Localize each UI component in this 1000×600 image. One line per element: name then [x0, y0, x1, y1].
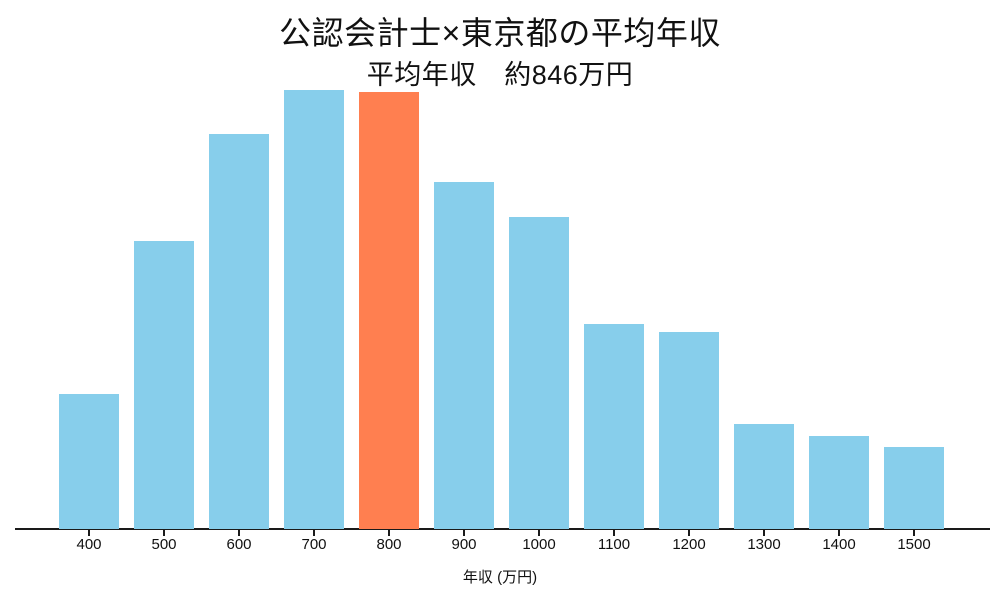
x-axis-tick-1100 [613, 530, 615, 536]
chart-subtitle: 平均年収 約846万円 [366, 60, 634, 90]
x-tick-label-800: 800 [376, 536, 402, 553]
bar-1400 [809, 436, 869, 529]
x-tick-label-1200: 1200 [672, 536, 706, 553]
x-axis-tick-1500 [913, 530, 915, 536]
bar-1000 [509, 217, 569, 529]
x-axis-tick-800 [388, 530, 390, 536]
bar-1500 [884, 447, 944, 529]
x-axis-tick-700 [313, 530, 315, 536]
x-tick-label-900: 900 [451, 536, 477, 553]
x-axis-tick-400 [88, 530, 90, 536]
bar-800 [359, 92, 419, 529]
bar-700 [284, 90, 344, 529]
x-tick-label-1000: 1000 [522, 536, 556, 553]
bar-1200 [659, 332, 719, 529]
x-tick-label-1400: 1400 [822, 536, 856, 553]
bar-500 [134, 241, 194, 529]
bar-900 [434, 182, 494, 529]
x-tick-label-600: 600 [226, 536, 252, 553]
x-tick-label-700: 700 [301, 536, 327, 553]
chart-title: 公認会計士×東京都の平均年収 [279, 15, 721, 51]
x-axis-tick-1300 [763, 530, 765, 536]
bar-1300 [734, 424, 794, 529]
x-axis-tick-500 [163, 530, 165, 536]
x-axis-tick-600 [238, 530, 240, 536]
x-axis-line [15, 528, 990, 530]
x-tick-label-1500: 1500 [897, 536, 931, 553]
x-tick-label-400: 400 [76, 536, 102, 553]
x-axis-tick-900 [463, 530, 465, 536]
bar-600 [209, 134, 269, 529]
x-tick-label-500: 500 [151, 536, 177, 553]
x-axis-tick-1000 [538, 530, 540, 536]
bar-1100 [584, 324, 644, 529]
bar-400 [59, 394, 119, 529]
x-axis-tick-1400 [838, 530, 840, 536]
x-tick-label-1300: 1300 [747, 536, 781, 553]
x-tick-label-1100: 1100 [597, 536, 631, 553]
x-axis-label: 年収 (万円) [462, 569, 538, 586]
x-axis-tick-1200 [688, 530, 690, 536]
